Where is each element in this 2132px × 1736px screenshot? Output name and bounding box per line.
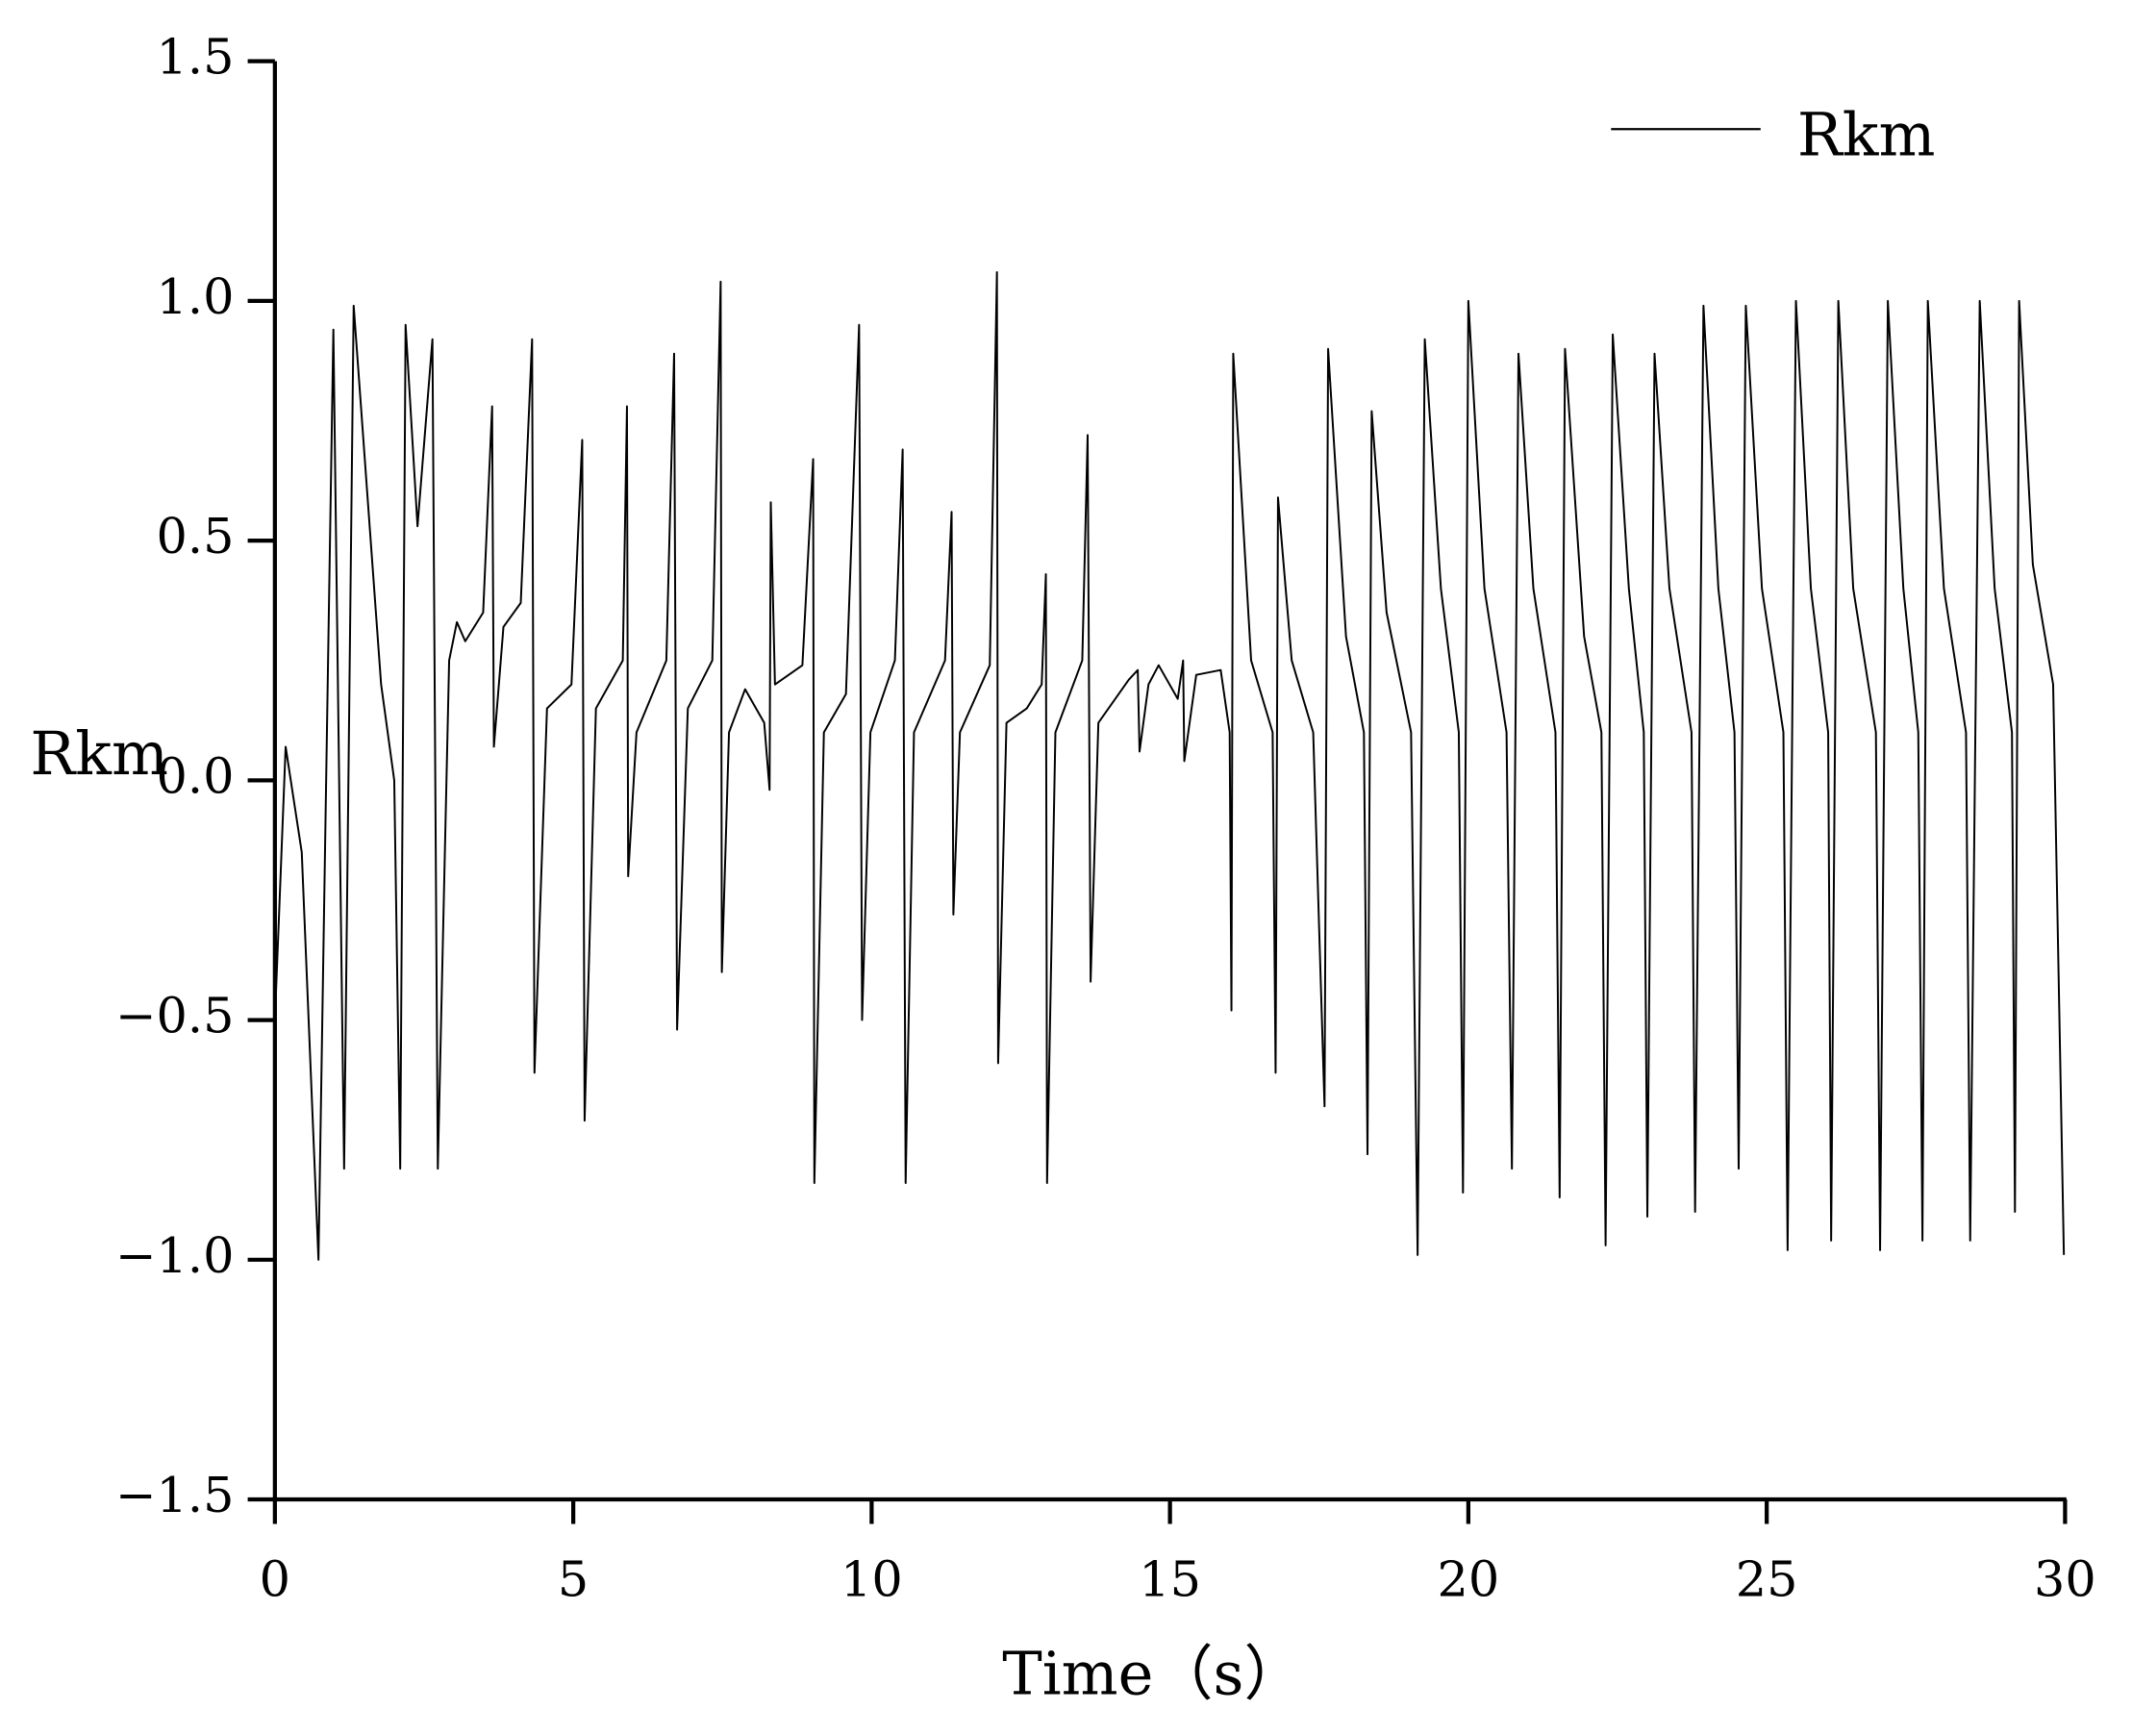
x-tick-label: 20 xyxy=(1438,1551,1500,1608)
y-tick-label: 0.5 xyxy=(157,508,235,565)
y-tick-label: 1.0 xyxy=(157,268,235,325)
x-tick-label: 0 xyxy=(260,1551,290,1608)
x-tick-label: 10 xyxy=(840,1551,903,1608)
y-tick-label: −0.5 xyxy=(115,988,235,1044)
x-tick-label: 5 xyxy=(558,1551,589,1608)
x-tick-label: 25 xyxy=(1736,1551,1798,1608)
y-tick-label: −1.0 xyxy=(115,1227,235,1284)
x-tick-label: 15 xyxy=(1139,1551,1201,1608)
x-axis-title: Time（s） xyxy=(1002,1639,1303,1709)
x-tick-label: 30 xyxy=(2034,1551,2096,1608)
y-tick-label: 1.5 xyxy=(157,29,235,86)
y-axis-title: Rkm xyxy=(30,718,167,789)
legend-label: Rkm xyxy=(1797,100,1935,170)
data-line xyxy=(273,270,2066,1261)
y-tick-label: −1.5 xyxy=(115,1467,235,1523)
y-tick-label: 0.0 xyxy=(157,747,235,804)
